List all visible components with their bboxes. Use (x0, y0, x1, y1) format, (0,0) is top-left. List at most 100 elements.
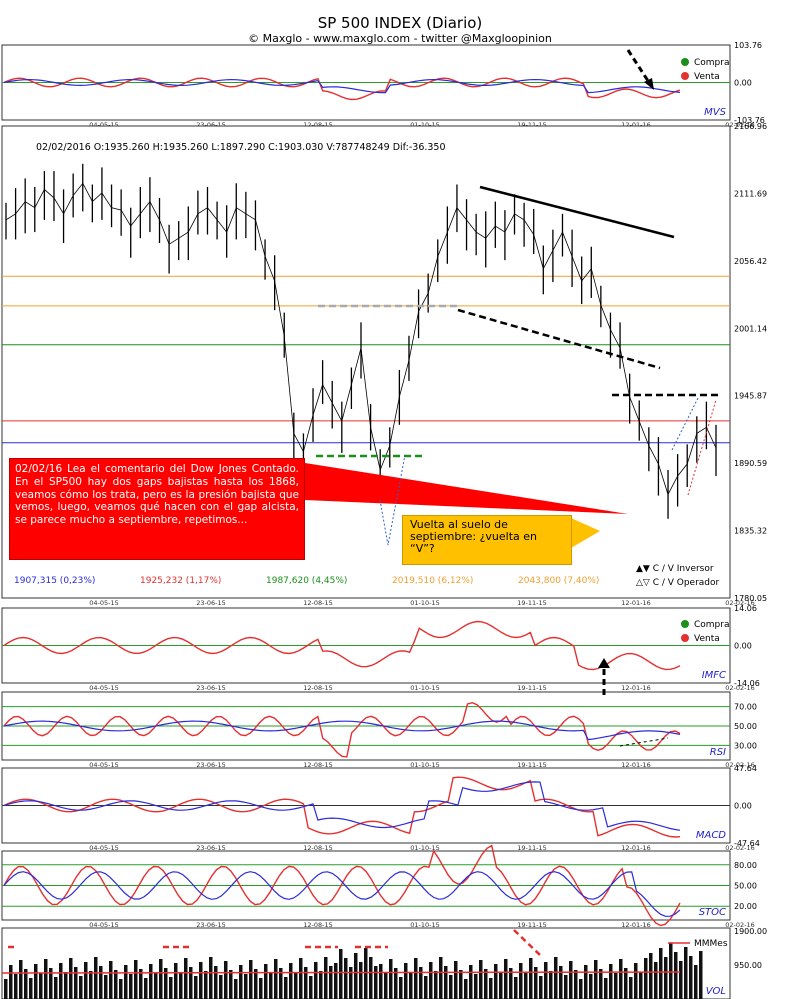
volume-bar (214, 966, 218, 999)
x-tick-label: 23-06-15 (196, 599, 226, 607)
volume-bar (649, 953, 653, 999)
y-tick-label: 0.00 (734, 802, 752, 811)
y-tick-label: 1890.59 (734, 459, 767, 468)
volume-bar (469, 965, 473, 999)
volume-bar (459, 970, 463, 999)
volume-bar (584, 965, 588, 999)
volume-bar (599, 969, 603, 999)
volume-bar (279, 968, 283, 999)
projection-arrow-red (687, 399, 717, 496)
volume-bar (44, 959, 48, 999)
legend-operador: △▽ C / V Operador (636, 578, 720, 588)
volume-bar (314, 962, 318, 999)
signal-line-macd (3, 781, 681, 831)
volume-bar (209, 957, 213, 999)
volume-bar (479, 960, 483, 999)
y-tick-label: 2001.14 (734, 324, 767, 333)
x-tick-label: 19-11-15 (517, 599, 547, 607)
x-tick-label: 12-08-15 (303, 921, 333, 929)
volume-bar (384, 973, 388, 999)
y-tick-label: 1900.00 (734, 927, 767, 936)
volume-bar (129, 974, 133, 999)
volume-bar (569, 961, 573, 999)
volume-bar (684, 947, 688, 999)
volume-bar (294, 972, 298, 999)
x-tick-label: 12-01-16 (621, 761, 651, 769)
volume-bar (59, 963, 63, 999)
y-tick-label: 1780.05 (734, 594, 767, 603)
price-close-line (5, 182, 717, 496)
indicator-line-stoc (3, 844, 681, 927)
signal-line-mvs (3, 78, 681, 94)
x-tick-label: 01-10-15 (410, 844, 440, 852)
volume-bar (579, 979, 583, 999)
volume-bar (664, 957, 668, 999)
x-tick-label: 04-05-15 (89, 921, 119, 929)
chart-subtitle: © Maxglo - www.maxglo.com - twitter @Max… (248, 32, 552, 45)
indicator-line-imfc (3, 620, 681, 671)
volume-bar (124, 965, 128, 999)
x-tick-label: 02-02-16 (725, 684, 755, 692)
y-tick-label: 50.00 (734, 722, 757, 731)
x-tick-label: 23-06-15 (196, 684, 226, 692)
x-tick-label: 12-08-15 (303, 684, 333, 692)
volume-bar (494, 964, 498, 999)
volume-bar (289, 963, 293, 999)
y-tick-label: 30.00 (734, 741, 757, 750)
x-tick-label: 12-01-16 (621, 121, 651, 129)
y-tick-label: 14.06 (734, 604, 757, 613)
x-tick-label: 01-10-15 (410, 684, 440, 692)
volume-bar (304, 967, 308, 999)
volume-bar (499, 973, 503, 999)
volume-bar (439, 957, 443, 999)
ohlc-readout: 02/02/2016 O:1935.260 H:1935.260 L:1897.… (36, 142, 446, 153)
legend-compra: Compra (694, 620, 730, 630)
volume-bar (334, 963, 338, 999)
volume-bar (564, 975, 568, 999)
volume-bar (329, 966, 333, 999)
y-tick-label: 70.00 (734, 703, 757, 712)
volume-bar (299, 958, 303, 999)
volume-bar (639, 972, 643, 999)
volume-bar (139, 969, 143, 999)
level-label: 1925,232 (1,17%) (140, 576, 221, 586)
legend-mmmes: MMMes (694, 939, 728, 949)
volume-bar (94, 957, 98, 999)
volume-bar (269, 973, 273, 999)
volume-bar (404, 963, 408, 999)
y-tick-label: 20.00 (734, 902, 757, 911)
volume-bar (414, 958, 418, 999)
volume-bar (424, 976, 428, 999)
volume-bar (104, 975, 108, 999)
volume-bar (89, 971, 93, 999)
volume-bar (544, 962, 548, 999)
x-tick-label: 04-05-15 (89, 684, 119, 692)
y-tick-label: 103.76 (734, 41, 762, 50)
legend-inversor: ▲▼ C / V Inversor (636, 564, 714, 574)
level-label: 2043,800 (7,40%) (518, 576, 599, 586)
indicator-line-macd (3, 776, 681, 838)
x-tick-label: 04-05-15 (89, 844, 119, 852)
x-tick-label: 12-01-16 (621, 921, 651, 929)
y-tick-label: -14.06 (734, 679, 760, 688)
indicator-label-stoc: STOC (699, 907, 726, 918)
volume-bar (164, 968, 168, 999)
volume-bar (169, 977, 173, 999)
callout-pointer (571, 518, 600, 548)
x-tick-label: 19-11-15 (517, 121, 547, 129)
volume-bar (444, 966, 448, 999)
x-tick-label: 01-10-15 (410, 599, 440, 607)
x-tick-label: 02-02-16 (725, 921, 755, 929)
volume-bar (219, 975, 223, 999)
x-tick-label: 19-11-15 (517, 761, 547, 769)
volume-bar (379, 964, 383, 999)
x-tick-label: 01-10-15 (410, 761, 440, 769)
volume-bar (69, 958, 73, 999)
volume-bar (364, 948, 368, 999)
volume-bar (109, 961, 113, 999)
volume-bar (359, 962, 363, 999)
x-tick-label: 02-02-16 (725, 121, 755, 129)
y-tick-label: 2056.42 (734, 257, 767, 266)
volume-arrow (513, 929, 541, 956)
volume-bar (319, 971, 323, 999)
